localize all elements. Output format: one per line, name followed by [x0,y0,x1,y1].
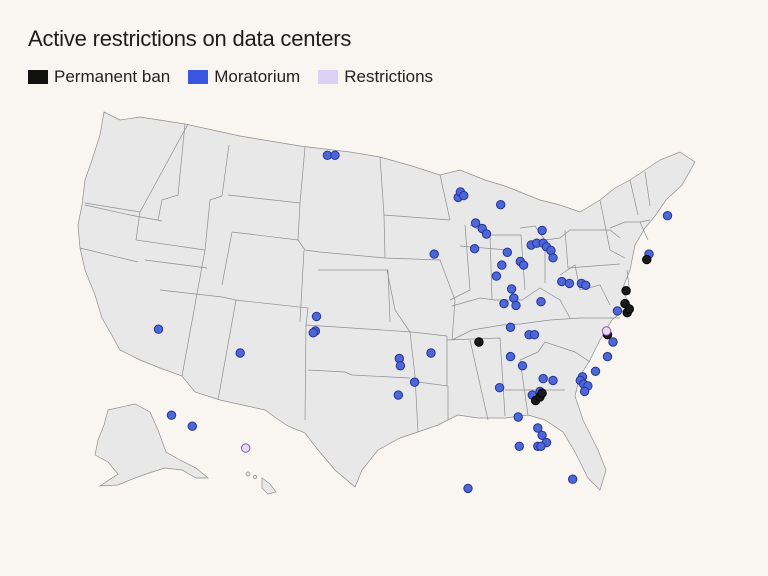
marker-moratorium [529,330,540,340]
marker-moratorium [511,300,521,311]
legend-label-restrictions: Restrictions [344,67,434,86]
marker-moratorium [612,306,623,316]
marker-permanent-ban [474,337,484,347]
hawaii-island [253,475,257,479]
marker-moratorium [548,253,558,263]
marker-moratorium [537,430,547,440]
marker-moratorium [166,410,177,420]
state-borders-layer [79,123,651,433]
marker-moratorium [308,328,318,338]
legend-label-permanent-ban: Permanent ban [54,67,171,86]
marker-moratorium [395,361,406,371]
marker-restrictions [241,443,251,453]
marker-restrictions [601,326,612,336]
marker-moratorium [502,247,512,258]
marker-moratorium [505,322,516,332]
hawaii-island [245,471,251,477]
marker-permanent-ban [621,286,631,296]
marker-moratorium [470,218,481,228]
legend-swatch-moratorium [188,70,209,84]
legend-swatch-restrictions [318,70,339,84]
marker-moratorium [235,348,245,358]
marker-moratorium [662,211,673,221]
hawaii [261,477,277,495]
marker-moratorium [568,474,578,484]
alaska [94,403,209,487]
marker-moratorium [602,351,613,362]
marker-moratorium [537,225,547,236]
marker-permanent-ban [624,304,634,314]
legend-item-permanent-ban: Permanent ban [28,67,170,87]
marker-moratorium [581,280,591,290]
legend-item-moratorium: Moratorium [188,67,300,87]
marker-moratorium [429,249,439,259]
marker-moratorium [517,361,528,371]
legend-item-restrictions: Restrictions [318,67,433,87]
marker-moratorium [187,421,198,431]
legend-swatch-permanent-ban [28,70,48,84]
marker-moratorium [564,278,575,289]
marker-moratorium [536,441,546,451]
marker-moratorium [557,276,567,287]
marker-moratorium [518,260,529,270]
markers-layer [153,150,673,494]
marker-moratorium [533,423,543,433]
marker-permanent-ban [537,388,547,398]
marker-moratorium [513,412,523,422]
legend-label-moratorium: Moratorium [214,67,301,86]
marker-moratorium [499,298,509,309]
marker-moratorium [469,244,480,254]
contiguous-us-landmass [77,111,696,491]
marker-moratorium [505,351,516,362]
marker-moratorium [481,229,492,239]
legend: Permanent ban Moratorium Restrictions [28,67,433,87]
marker-moratorium [514,441,524,451]
marker-moratorium [496,200,506,210]
map-title: Active restrictions on data centers [28,26,352,51]
marker-moratorium [393,390,403,400]
marker-moratorium [497,260,507,270]
marker-moratorium [491,271,502,281]
marker-moratorium [536,297,546,307]
states-layer [77,111,696,495]
marker-moratorium [579,386,590,397]
marker-moratorium [409,377,420,387]
marker-moratorium [548,375,558,386]
marker-moratorium [506,284,517,294]
state-borders [79,123,651,433]
marker-moratorium [426,348,436,358]
marker-moratorium [494,383,505,393]
marker-moratorium [311,311,322,322]
marker-moratorium [153,324,164,334]
marker-permanent-ban [642,254,652,265]
marker-moratorium [608,337,618,347]
marker-moratorium [538,373,548,384]
marker-moratorium [463,483,473,494]
marker-moratorium [459,190,469,201]
marker-moratorium [330,150,340,161]
marker-moratorium [590,366,601,376]
